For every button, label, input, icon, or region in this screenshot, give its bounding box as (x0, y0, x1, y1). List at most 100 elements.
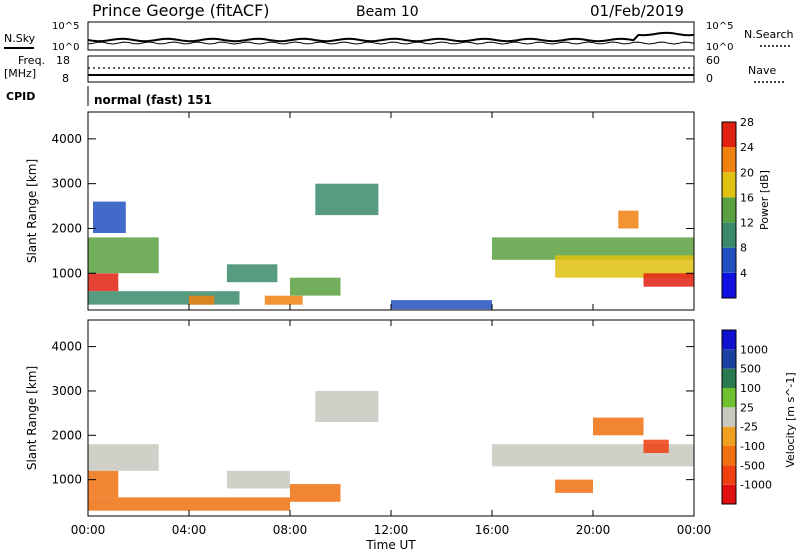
y-tick-label: 2000 (51, 428, 82, 442)
power-region-7 (290, 277, 341, 296)
freq-label: Freq. (18, 54, 45, 67)
colorbar-tick-label: 24 (740, 141, 754, 154)
colorbar-tick-label: 20 (740, 166, 754, 179)
x-tick-label: 08:00 (273, 523, 308, 537)
x-tick-label: 12:00 (374, 523, 409, 537)
date-label: 01/Feb/2019 (590, 2, 684, 20)
power-colorbar: 4 8 12 16 20 24 28 (721, 116, 754, 299)
velocity-region-5 (315, 391, 379, 422)
power-ylabel: Slant Range [km] (25, 159, 39, 263)
power-region-8 (315, 183, 379, 216)
power-region-3 (88, 291, 240, 305)
colorbar-tick-label: 25 (740, 401, 754, 414)
x-tick-label: 16:00 (475, 523, 510, 537)
y-tick-label: 3000 (51, 177, 82, 191)
velocity-ylabel: Slant Range [km] (25, 366, 39, 470)
velocity-region-7 (593, 417, 644, 436)
y-tick-label: 3000 (51, 384, 82, 398)
x-tick-label: 04:00 (172, 523, 207, 537)
nsearch-trace (87, 41, 695, 45)
nave-tick-bottom: 0 (706, 72, 713, 85)
power-region-12 (643, 273, 694, 287)
freq-unit: [MHz] (4, 67, 36, 80)
colorbar-tick-label: 100 (740, 382, 761, 395)
x-axis-label: Time UT (365, 538, 416, 552)
colorbar-frame (721, 329, 737, 505)
power-region-5 (226, 264, 278, 283)
colorbar-swatch (722, 349, 736, 369)
power-panel-frame (87, 111, 695, 311)
power-colorbar-label: Power [dB] (758, 170, 771, 230)
velocity-region-4 (290, 484, 341, 502)
colorbar-swatch (722, 330, 736, 350)
colorbar-tick-label: 28 (740, 116, 754, 129)
colorbar-tick-label: 8 (740, 242, 747, 255)
station-title: Prince George (fitACF) (92, 1, 270, 20)
velocity-y-ticks: 1000 2000 3000 4000 (51, 340, 694, 487)
beam-label: Beam 10 (356, 4, 419, 20)
colorbar-swatch (722, 272, 736, 298)
nsearch-tick-top: 10^5 (706, 21, 733, 32)
power-region-6 (264, 295, 303, 305)
freq-panel-frame (87, 55, 695, 83)
x-tick-label: 00:00 (71, 523, 106, 537)
freq-tick-bottom: 8 (62, 72, 69, 85)
velocity-colorbar: 1000 500 100 25 -25 -100 -500 -1000 (721, 329, 772, 505)
colorbar-swatch (722, 388, 736, 408)
nsearch-tick-bottom: 10^0 (706, 42, 733, 53)
freq-tick-top: 18 (56, 54, 70, 67)
power-region-11 (618, 210, 639, 229)
x-tick-label: 00:00 (677, 523, 712, 537)
power-region-4 (189, 295, 215, 305)
colorbar-swatch (722, 484, 736, 504)
velocity-heatmap (88, 391, 694, 511)
colorbar-swatch (722, 446, 736, 466)
velocity-region-3 (226, 470, 290, 489)
cpid-value: normal (fast) 151 (94, 93, 212, 107)
colorbar-swatch (722, 197, 736, 223)
colorbar-tick-label: 4 (740, 267, 747, 280)
colorbar-swatch (722, 247, 736, 273)
velocity-region-1 (88, 444, 159, 471)
power-y-ticks: 1000 2000 3000 4000 (51, 132, 694, 280)
power-region-13 (391, 300, 492, 310)
power-region-9 (492, 237, 694, 260)
nsky-trace (87, 31, 695, 43)
x-tick-label: 20:00 (576, 523, 611, 537)
colorbar-tick-label: 1000 (740, 343, 768, 356)
colorbar-tick-label: -100 (740, 440, 765, 453)
power-region-2 (93, 201, 126, 233)
nave-tick-top: 60 (706, 54, 720, 67)
colorbar-swatch (722, 147, 736, 173)
colorbar-tick-label: 500 (740, 363, 761, 376)
nsky-tick-top: 10^5 (52, 21, 79, 32)
x-axis-ticks: 00:00 04:00 08:00 12:00 16:00 20:00 00:00 (71, 112, 712, 537)
colorbar-tick-label: -25 (740, 421, 758, 434)
colorbar-tick-label: 12 (740, 217, 754, 230)
colorbar-swatch (722, 465, 736, 485)
velocity-region-9 (643, 439, 669, 453)
cpid-label: CPID (6, 90, 35, 103)
power-heatmap (88, 183, 694, 310)
y-tick-label: 2000 (51, 221, 82, 235)
colorbar-swatch (722, 172, 736, 198)
colorbar-swatch (722, 407, 736, 427)
power-region-1 (88, 237, 159, 274)
colorbar-swatch (722, 368, 736, 388)
velocity-region-8 (555, 479, 593, 493)
power-region-0 (88, 273, 119, 292)
y-tick-label: 1000 (51, 266, 82, 280)
y-tick-label: 4000 (51, 340, 82, 354)
nsky-tick-bottom: 10^0 (52, 42, 79, 53)
colorbar-swatch (722, 426, 736, 446)
nave-label: Nave (748, 64, 776, 77)
velocity-region-2 (88, 497, 290, 511)
colorbar-frame (721, 121, 737, 299)
velocity-colorbar-label: Velocity [m s^-1] (784, 372, 797, 467)
colorbar-swatch (722, 122, 736, 148)
nsky-panel-frame (87, 21, 695, 51)
power-region-10 (555, 255, 694, 278)
nsky-label: N.Sky (4, 32, 36, 45)
colorbar-swatch (722, 222, 736, 248)
